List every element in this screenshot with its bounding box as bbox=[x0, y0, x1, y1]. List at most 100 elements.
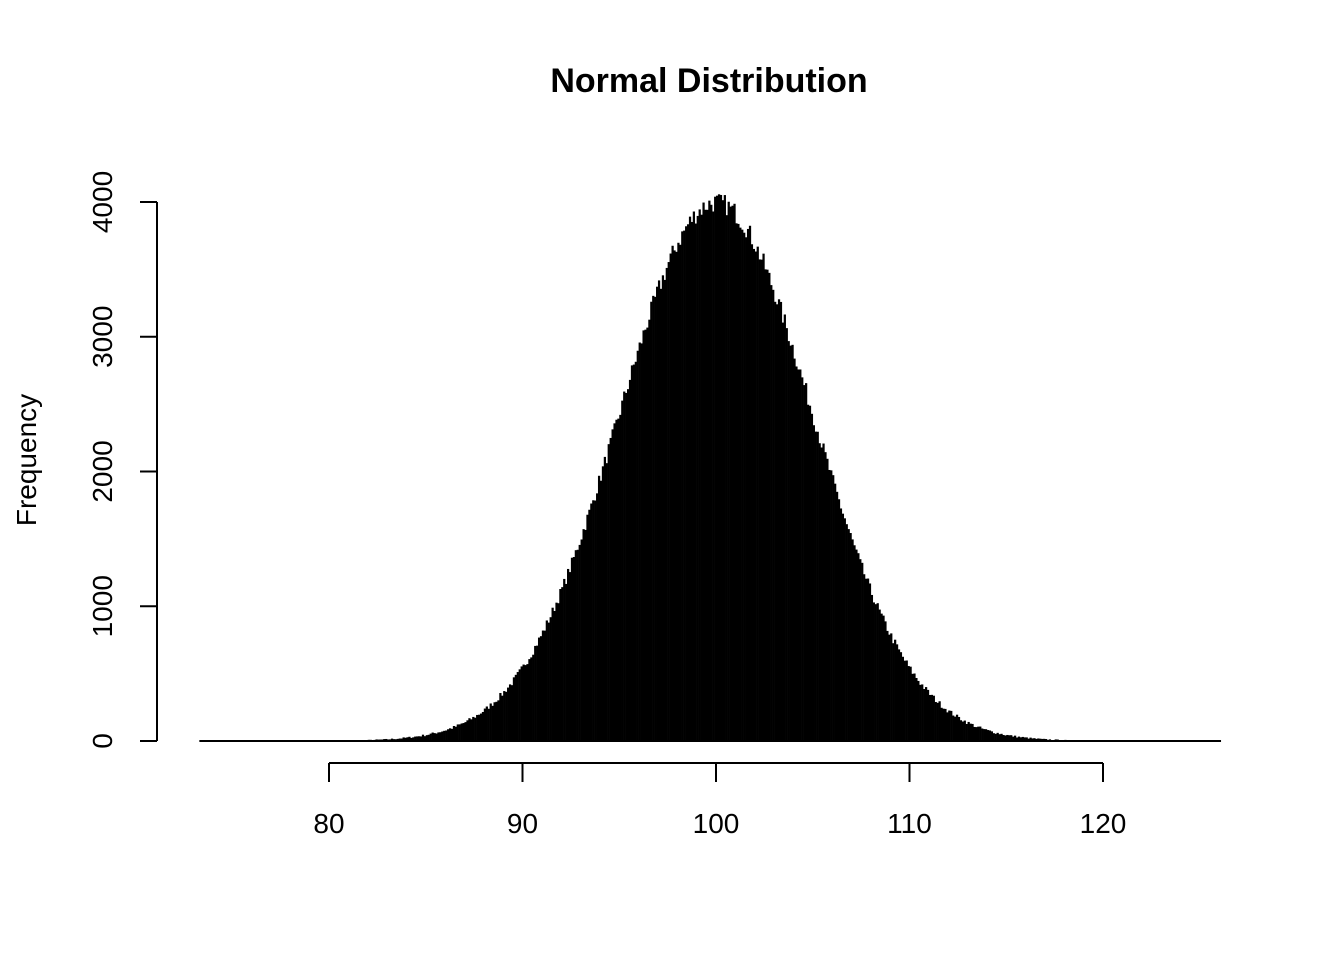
histogram-bar bbox=[659, 288, 663, 741]
histogram-bar bbox=[369, 739, 372, 741]
histogram-bar bbox=[973, 726, 976, 741]
histogram-bar bbox=[654, 296, 657, 741]
histogram-bar bbox=[547, 622, 550, 741]
histogram-bar bbox=[423, 736, 427, 741]
histogram-bar bbox=[514, 674, 517, 741]
histogram-bar bbox=[348, 740, 351, 741]
histogram-bar bbox=[443, 730, 446, 741]
histogram-bar bbox=[899, 652, 903, 741]
histogram-bar bbox=[487, 708, 490, 741]
histogram-bar bbox=[1000, 733, 1003, 741]
histogram-bar bbox=[628, 379, 632, 741]
histogram-bar bbox=[607, 444, 610, 741]
histogram-bar bbox=[567, 568, 570, 741]
histogram-bar bbox=[563, 578, 566, 741]
histogram-bar bbox=[686, 224, 690, 741]
histogram-bar bbox=[636, 350, 639, 741]
histogram-bar bbox=[984, 729, 988, 741]
histogram-bar bbox=[1012, 736, 1015, 741]
histogram-bar bbox=[957, 716, 961, 741]
histogram-bar bbox=[394, 739, 398, 741]
histogram-bar bbox=[909, 666, 912, 741]
histogram-bar bbox=[690, 221, 694, 742]
histogram-bar bbox=[392, 739, 396, 741]
histogram-bar bbox=[1002, 734, 1005, 741]
histogram-bar bbox=[559, 589, 562, 741]
histogram-bar bbox=[594, 500, 597, 741]
histogram-bar bbox=[942, 708, 945, 741]
histogram-bar bbox=[716, 195, 719, 742]
histogram-bar bbox=[576, 549, 579, 741]
histogram-bar bbox=[1025, 737, 1028, 741]
histogram-bar bbox=[756, 246, 759, 742]
histogram-bar bbox=[474, 717, 477, 741]
histogram-bar bbox=[712, 211, 715, 741]
histogram-bar bbox=[390, 738, 394, 741]
histogram-bar bbox=[878, 609, 881, 741]
histogram-bar bbox=[789, 345, 792, 741]
histogram-bar bbox=[847, 529, 850, 741]
histogram-bar bbox=[454, 726, 458, 741]
histogram-bar bbox=[785, 328, 788, 741]
histogram-bar bbox=[721, 200, 725, 741]
histogram-bar bbox=[458, 724, 461, 741]
histogram-bar bbox=[1068, 739, 1071, 741]
histogram-bar bbox=[1062, 740, 1065, 741]
histogram-bar bbox=[719, 194, 723, 742]
histogram-bar bbox=[460, 723, 463, 741]
histogram-bar bbox=[656, 286, 659, 741]
histogram-bar bbox=[917, 680, 920, 741]
histogram-bar bbox=[859, 559, 862, 741]
histogram-bar bbox=[1010, 735, 1013, 741]
histogram-bar bbox=[526, 664, 529, 741]
histogram-bar bbox=[383, 739, 386, 741]
histogram-bar bbox=[352, 740, 355, 741]
histogram-bar bbox=[890, 633, 893, 741]
histogram-bar bbox=[923, 689, 926, 741]
histogram-bar bbox=[830, 470, 833, 741]
histogram-bar bbox=[584, 529, 587, 741]
histogram-bar bbox=[611, 429, 614, 741]
histogram-bar bbox=[1027, 738, 1030, 741]
histogram-bar bbox=[634, 361, 637, 741]
histogram-bar bbox=[679, 244, 682, 741]
histogram-bar bbox=[946, 712, 949, 741]
histogram-bar bbox=[799, 369, 802, 741]
histogram-bar bbox=[803, 385, 806, 741]
histogram-bar bbox=[969, 723, 972, 741]
histogram-bar bbox=[837, 499, 841, 741]
histogram-bar bbox=[880, 613, 883, 741]
histogram-bar bbox=[723, 195, 726, 741]
histogram-bar bbox=[466, 720, 469, 741]
histogram-bar bbox=[983, 729, 986, 741]
histogram-bar bbox=[1041, 738, 1044, 741]
histogram-bar bbox=[834, 483, 837, 741]
histogram-bar bbox=[530, 657, 533, 741]
histogram-bar bbox=[934, 701, 937, 741]
histogram-bar bbox=[952, 715, 955, 741]
histogram-bar bbox=[977, 726, 980, 741]
histogram-bar bbox=[528, 659, 531, 741]
histogram-bar bbox=[849, 533, 852, 741]
x-tick-label: 90 bbox=[507, 808, 538, 839]
histogram-bar bbox=[601, 466, 605, 741]
histogram-bar bbox=[913, 673, 916, 741]
histogram-bar bbox=[561, 587, 564, 741]
histogram-bar bbox=[1060, 740, 1063, 741]
histogram-bar bbox=[737, 223, 740, 741]
histogram-bar bbox=[536, 645, 539, 741]
histogram-bar bbox=[545, 620, 548, 741]
histogram-bar bbox=[468, 718, 471, 741]
histogram-bar bbox=[874, 604, 877, 741]
histogram-bar bbox=[642, 330, 645, 741]
histogram-bar bbox=[975, 727, 978, 741]
histogram-bar bbox=[441, 731, 444, 741]
histogram-bar bbox=[652, 295, 655, 741]
histogram-bar bbox=[762, 253, 765, 741]
histogram-bar bbox=[1015, 737, 1019, 741]
histogram-bar bbox=[439, 732, 442, 741]
histogram-bar bbox=[714, 196, 717, 742]
histogram-bar bbox=[371, 740, 374, 741]
y-tick-label: 1000 bbox=[87, 575, 118, 637]
